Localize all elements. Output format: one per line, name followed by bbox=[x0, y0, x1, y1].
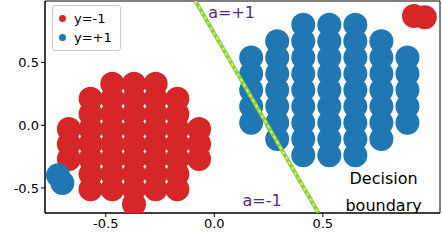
html-text:y=-1: y=-1 bbox=[74, 11, 106, 26]
svg-text:0.5: 0.5 bbox=[312, 216, 333, 231]
svg-text:Decisionboundary: Decisionboundary bbox=[345, 169, 421, 213]
svg-text:0.0: 0.0 bbox=[18, 118, 39, 133]
svg-text:0.0: 0.0 bbox=[204, 216, 225, 231]
svg-text:0.5: 0.5 bbox=[18, 55, 39, 70]
svg-text:-0.5: -0.5 bbox=[14, 181, 39, 196]
svg-text:-0.5: -0.5 bbox=[93, 216, 118, 231]
svg-text:a=+1: a=+1 bbox=[208, 3, 255, 22]
svg-text:a=-1: a=-1 bbox=[242, 191, 281, 210]
html-text:y=+1: y=+1 bbox=[74, 30, 112, 45]
